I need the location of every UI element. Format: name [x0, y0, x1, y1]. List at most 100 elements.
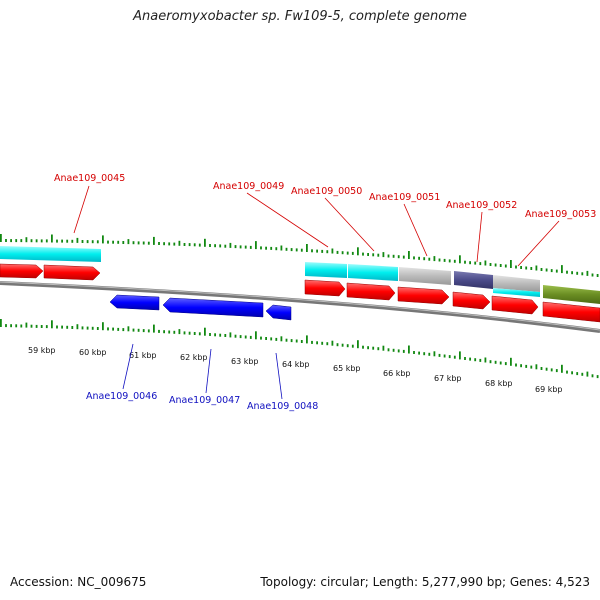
scale-tick [520, 266, 522, 269]
scale-tick [351, 344, 354, 348]
cds-forward[interactable] [304, 279, 346, 297]
scale-tick [188, 243, 191, 247]
scale-tick [346, 251, 349, 255]
scale-tick [545, 268, 548, 272]
scale-tick [102, 235, 104, 244]
cds-forward[interactable] [346, 282, 396, 301]
scale-tick [576, 271, 579, 275]
scale-tick [596, 274, 599, 277]
scale-tick [265, 337, 267, 340]
gene-label-reverse[interactable]: Anae109_0046 [86, 391, 157, 402]
scale-tick [214, 244, 216, 248]
gene-label-forward[interactable]: Anae109_0052 [446, 200, 517, 211]
scale-tick [331, 248, 334, 254]
scale-tick [275, 247, 278, 251]
scale-tick [489, 360, 492, 364]
scale-tick [290, 248, 293, 252]
scale-tick [418, 351, 420, 355]
scale-tick [188, 331, 191, 335]
scale-tick [357, 247, 359, 256]
scale-tick [229, 242, 232, 248]
scale-tick [438, 353, 441, 357]
scale-tick [357, 340, 359, 349]
scale-tick [423, 257, 426, 261]
scale-tick [219, 333, 222, 337]
gene-label-forward[interactable]: Anae109_0051 [369, 192, 440, 203]
cds-forward[interactable] [491, 295, 539, 315]
gene-label-forward[interactable]: Anae109_0053 [525, 209, 596, 220]
scale-tick [81, 240, 84, 243]
scale-tick [438, 258, 441, 262]
scale-tick [367, 253, 369, 256]
scale-tick [448, 355, 451, 359]
cds-reverse[interactable] [162, 297, 264, 318]
scale-tick [540, 268, 543, 271]
scale-tick [209, 333, 211, 336]
scale-tick [530, 267, 533, 270]
scale-tick [255, 331, 257, 340]
scale-tick [300, 340, 303, 343]
band-gray-2 [493, 275, 540, 292]
scale-tick [316, 249, 318, 253]
leader-line [122, 343, 134, 390]
scale-tick [153, 236, 155, 245]
scale-tick [168, 242, 171, 246]
scale-tick [112, 240, 114, 244]
scale-tick [40, 325, 43, 328]
cds-reverse[interactable] [109, 294, 160, 311]
scale-tick [224, 334, 227, 337]
gene-label-reverse[interactable]: Anae109_0048 [247, 401, 318, 412]
cds-forward[interactable] [43, 264, 101, 281]
scale-tick [459, 255, 461, 264]
scale-tick [484, 260, 487, 266]
band-cyan-4 [493, 288, 540, 297]
scale-tick [51, 320, 53, 329]
cds-forward[interactable] [452, 291, 491, 310]
gene-label-forward[interactable]: Anae109_0049 [213, 181, 284, 192]
cds-forward[interactable] [397, 286, 450, 305]
scale-tick [494, 263, 497, 267]
scale-tick [336, 250, 339, 254]
scale-tick [168, 330, 171, 334]
scale-tick [122, 328, 125, 332]
scale-tick [20, 324, 23, 328]
genome-summary: Topology: circular; Length: 5,277,990 bp… [260, 575, 590, 589]
cds-forward[interactable] [0, 263, 44, 279]
scale-tick [453, 355, 456, 359]
scale-tick [566, 370, 568, 374]
scale-tick [40, 239, 43, 243]
scale-tick [137, 241, 140, 245]
leader-line [517, 220, 560, 267]
scale-tick [535, 364, 538, 370]
cds-reverse[interactable] [265, 304, 292, 321]
scale-tick [198, 332, 201, 336]
scale-tick [76, 237, 79, 243]
scale-tick [209, 244, 211, 247]
scale-tick [219, 244, 222, 248]
genome-backbone-highlight [0, 281, 600, 331]
cds-forward[interactable] [542, 301, 600, 323]
scale-tick [515, 265, 517, 269]
ticks-bottom [0, 319, 599, 379]
scale-label: 67 kbp [434, 374, 462, 383]
gene-label-reverse[interactable]: Anae109_0047 [169, 395, 240, 406]
scale-tick [153, 324, 155, 333]
scale-tick [382, 252, 385, 258]
scale-tick [469, 357, 471, 361]
scale-tick [586, 270, 589, 276]
scale-tick [137, 328, 140, 332]
scale-labels: 59 kbp 60 kbp 61 kbp 62 kbp 63 kbp 64 kb… [28, 346, 563, 394]
scale-tick [326, 342, 329, 346]
gene-label-forward[interactable]: Anae109_0050 [291, 186, 362, 197]
scale-tick [81, 326, 84, 330]
scale-tick [362, 345, 364, 349]
scale-tick [239, 245, 242, 249]
scale-tick [56, 325, 58, 329]
scale-tick [76, 324, 79, 330]
scale-tick [163, 330, 165, 334]
scale-tick [469, 261, 471, 265]
scale-tick [489, 263, 492, 266]
gene-label-forward[interactable]: Anae109_0045 [54, 173, 125, 184]
scale-tick [193, 243, 196, 247]
